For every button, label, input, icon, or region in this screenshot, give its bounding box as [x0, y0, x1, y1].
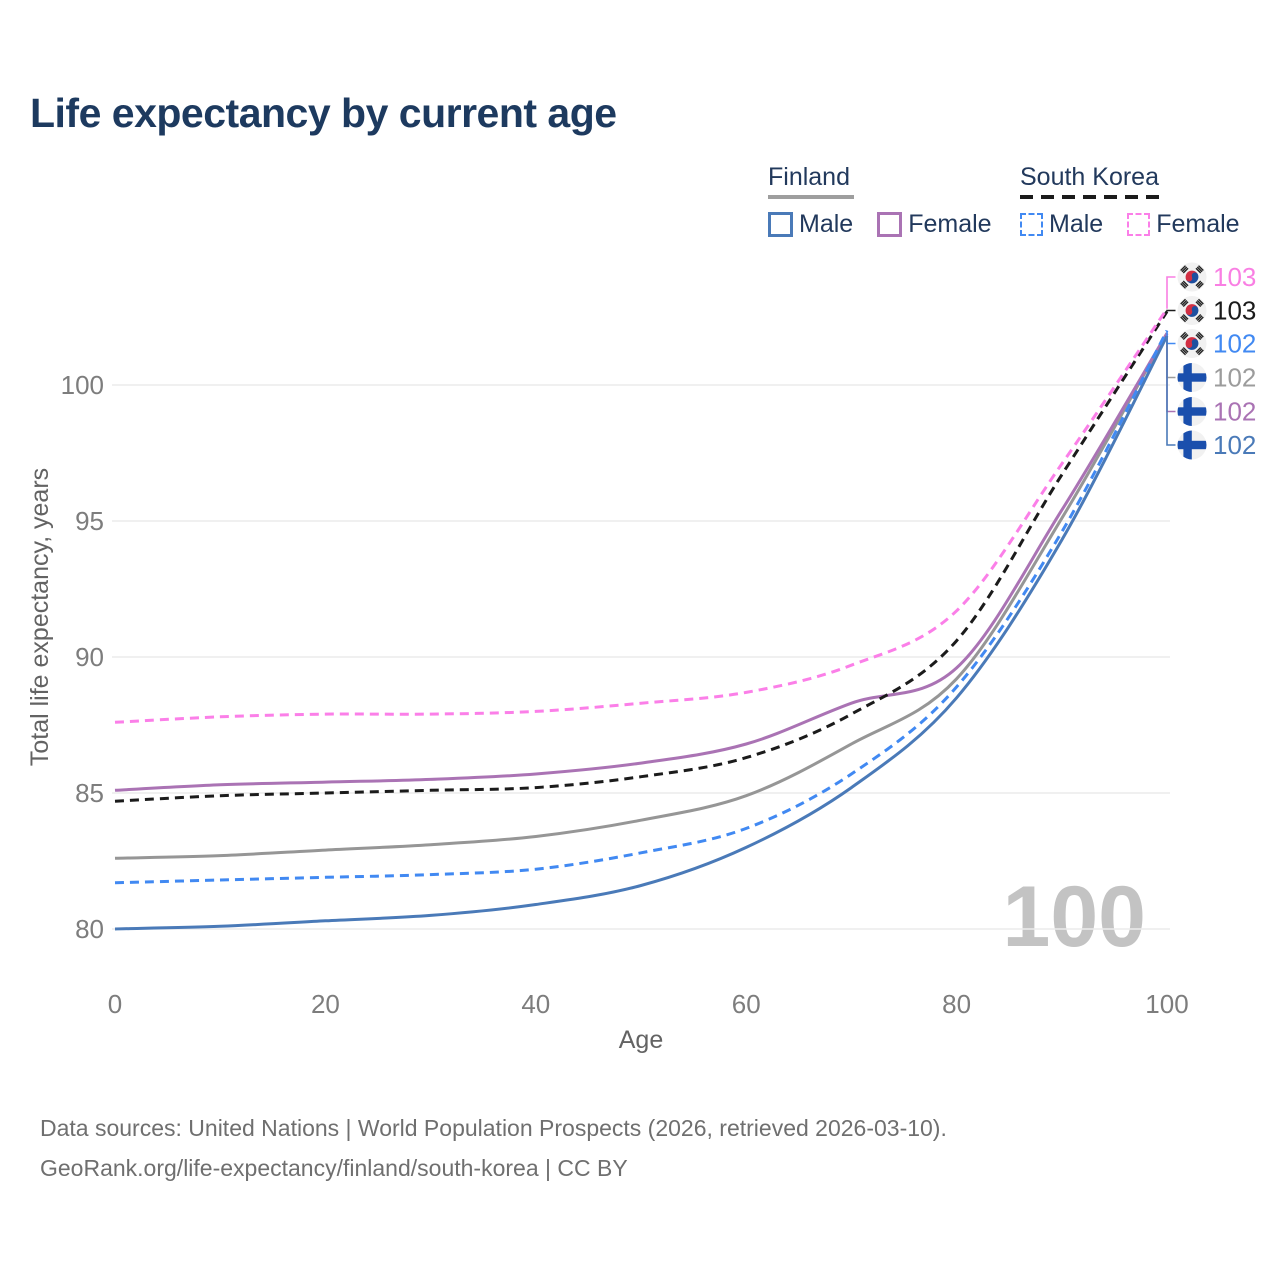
south-korea-female-swatch	[1127, 213, 1151, 236]
south-korea-male-swatch	[1020, 213, 1043, 236]
legend-group-south-korea: South Korea Male Female	[1020, 163, 1240, 239]
end-label-value: 102	[1213, 397, 1256, 427]
page-title: Life expectancy by current age	[30, 90, 617, 136]
legend-finland-label: Finland	[768, 163, 850, 191]
y-tick-label-80: 80	[75, 914, 104, 944]
y-tick-label-100: 100	[61, 370, 104, 400]
finland-male-swatch	[768, 212, 793, 237]
south-korea-flag-icon	[1177, 296, 1207, 325]
x-tick-label-60: 60	[732, 989, 761, 1019]
x-tick-label-80: 80	[942, 989, 971, 1019]
series-lines	[114, 307, 1169, 931]
line-series-south-korea-female	[114, 307, 1169, 724]
south-korea-flag-icon	[1177, 329, 1207, 358]
line-series-finland-male	[114, 335, 1169, 931]
finland-flag-icon	[1177, 397, 1207, 427]
end-label-value: 102	[1213, 430, 1256, 460]
legend-finland-female-label: Female	[908, 210, 992, 238]
legend-south-korea-female[interactable]: Female	[1127, 210, 1240, 239]
legend-south-korea-female-label: Female	[1156, 210, 1240, 238]
x-tick-label-0: 0	[108, 989, 122, 1019]
leader-line-south-korea-female	[1166, 276, 1176, 309]
legend-finland-male[interactable]: Male	[768, 210, 853, 239]
end-label-value: 102	[1213, 363, 1256, 393]
x-tick-label-40: 40	[521, 989, 550, 1019]
age-frame-watermark: 100	[1003, 869, 1147, 965]
legend-finland-male-label: Male	[799, 210, 854, 238]
legend-south-korea-male[interactable]: Male	[1020, 210, 1103, 239]
x-tick-label-100: 100	[1145, 989, 1188, 1019]
data-source-note: Data sources: United Nations | World Pop…	[40, 1108, 1240, 1188]
data-source-line2: GeoRank.org/life-expectancy/finland/sout…	[40, 1155, 628, 1181]
leader-line-south-korea-male	[1166, 330, 1176, 345]
legend-south-korea-male-label: Male	[1049, 210, 1104, 238]
line-series-south-korea-male	[114, 329, 1169, 885]
leader-line-finland-male	[1166, 336, 1176, 446]
legend-south-korea-title[interactable]: South Korea	[1020, 163, 1240, 199]
y-axis-tick-labels: 80 85 90 95 100	[61, 370, 104, 944]
south-korea-flag-icon	[1177, 262, 1207, 292]
y-axis-title: Total life expectancy, years	[26, 468, 54, 766]
finland-female-swatch	[877, 212, 903, 237]
x-tick-label-20: 20	[311, 989, 340, 1019]
leader-lines	[1166, 276, 1176, 446]
x-axis-title: Age	[619, 1026, 663, 1054]
line-series-finland-both	[114, 332, 1169, 860]
legend-finland-female[interactable]: Female	[877, 210, 992, 239]
y-tick-label-90: 90	[75, 642, 104, 672]
data-source-line1: Data sources: United Nations | World Pop…	[40, 1115, 947, 1141]
end-label-value: 103	[1213, 296, 1256, 326]
y-tick-label-95: 95	[75, 506, 104, 536]
chart-legend: Finland Male Female South Korea	[0, 0, 1280, 250]
finland-line-style-sample	[768, 195, 854, 199]
south-korea-line-style-sample	[1020, 195, 1165, 199]
x-axis-tick-labels: 0 20 40 60 80 100	[108, 989, 1189, 1019]
line-series-finland-female	[114, 332, 1169, 792]
finland-flag-icon	[1177, 430, 1207, 460]
finland-flag-icon	[1177, 363, 1207, 393]
leader-line-south-korea-both	[1166, 309, 1176, 312]
leader-line-finland-both	[1166, 333, 1176, 379]
line-series-south-korea-both	[114, 310, 1169, 803]
legend-group-finland: Finland Male Female	[768, 163, 992, 239]
gridlines	[112, 384, 1170, 930]
end-label-value: 102	[1213, 329, 1256, 359]
end-label-value: 103	[1213, 262, 1256, 292]
legend-south-korea-label: South Korea	[1020, 163, 1159, 191]
leader-line-finland-female	[1166, 333, 1176, 413]
legend-finland-title[interactable]: Finland	[768, 163, 992, 199]
y-tick-label-85: 85	[75, 778, 104, 808]
